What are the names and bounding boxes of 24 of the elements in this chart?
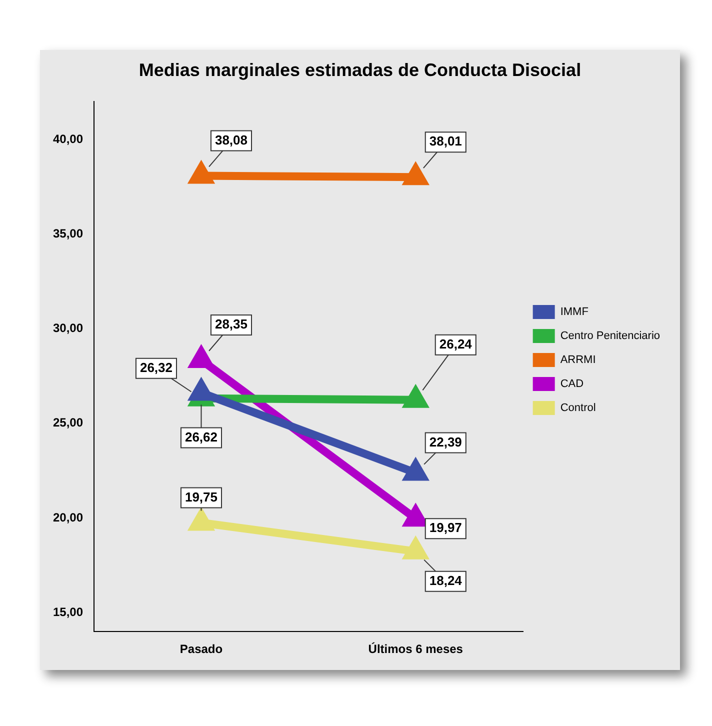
chart-title: Medias marginales estimadas de Conducta Disocial (138, 60, 582, 80)
x-tick-label: Últimos 6 meses (368, 642, 464, 656)
legend-label: ARRMI (560, 354, 596, 366)
data-label: 19,75 (184, 489, 218, 504)
data-label: 26,24 (439, 336, 473, 352)
data-label: 26,32 (140, 360, 173, 375)
legend-label: Centro Penitenciario (560, 330, 660, 342)
data-label: 38,01 (429, 134, 462, 149)
legend-label: CAD (560, 378, 584, 390)
data-label: 22,39 (429, 434, 462, 450)
x-tick-label: Pasado (180, 642, 223, 656)
legend-label: IMMF (560, 306, 589, 318)
data-label: 38,08 (214, 132, 248, 148)
data-label: 18,24 (429, 572, 463, 588)
y-tick-label: 25,00 (53, 416, 84, 430)
data-label: 26,62 (184, 429, 218, 444)
legend-label: Control (560, 402, 596, 414)
data-label: 28,35 (214, 316, 248, 332)
y-tick-label: 15,00 (53, 604, 84, 619)
data-label: 19,97 (429, 520, 462, 536)
y-tick-label: 35,00 (53, 226, 84, 240)
y-tick-label: 20,00 (53, 510, 84, 524)
y-tick-label: 30,00 (53, 321, 84, 336)
y-tick-label: 40,00 (53, 132, 84, 146)
